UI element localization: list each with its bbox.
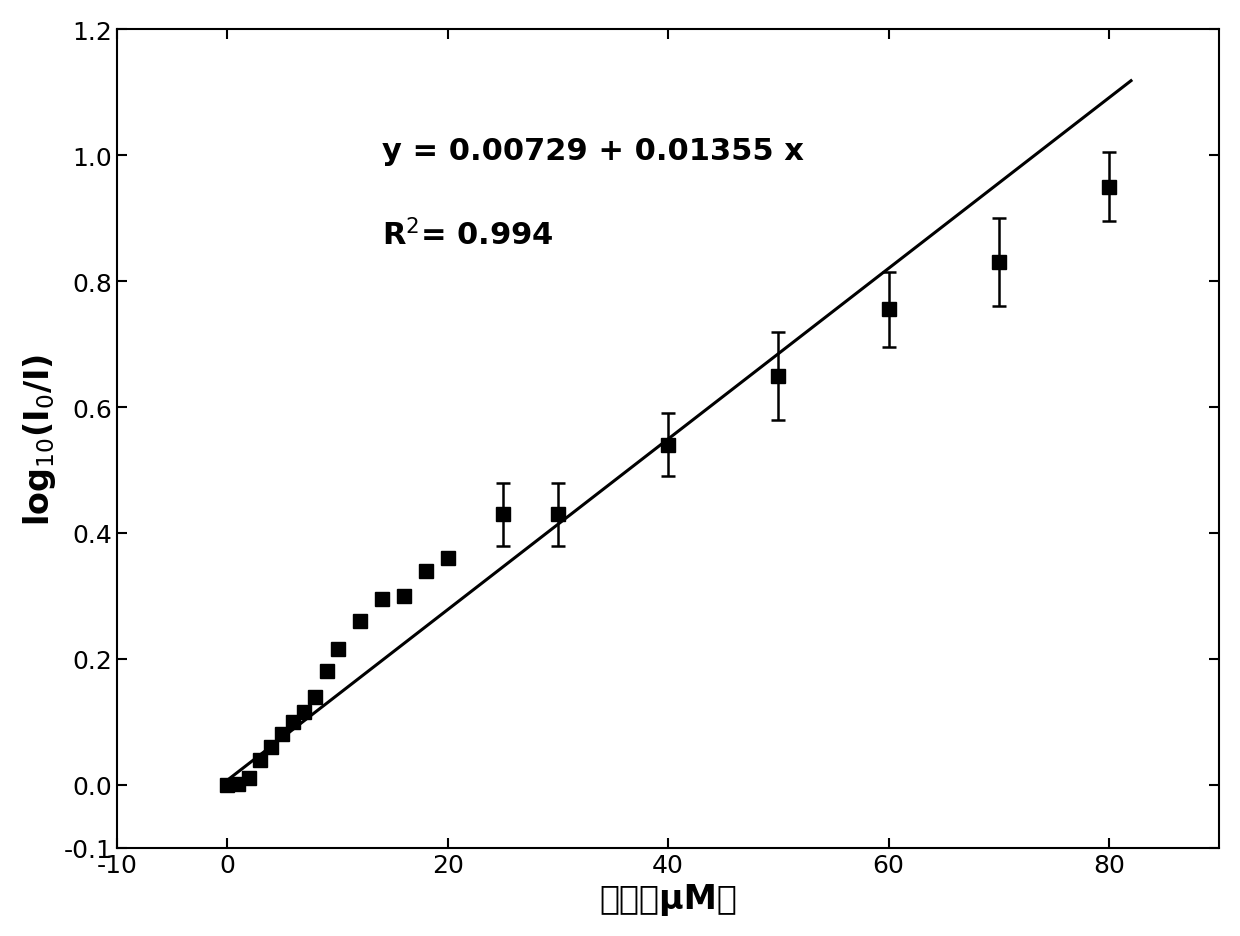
Y-axis label: log$_{10}$(I$_0$/I): log$_{10}$(I$_0$/I) [21, 353, 58, 525]
Text: R$^2$= 0.994: R$^2$= 0.994 [382, 218, 553, 251]
Text: y = 0.00729 + 0.01355 x: y = 0.00729 + 0.01355 x [382, 137, 804, 166]
X-axis label: 浓度（μM）: 浓度（μM） [599, 883, 737, 915]
